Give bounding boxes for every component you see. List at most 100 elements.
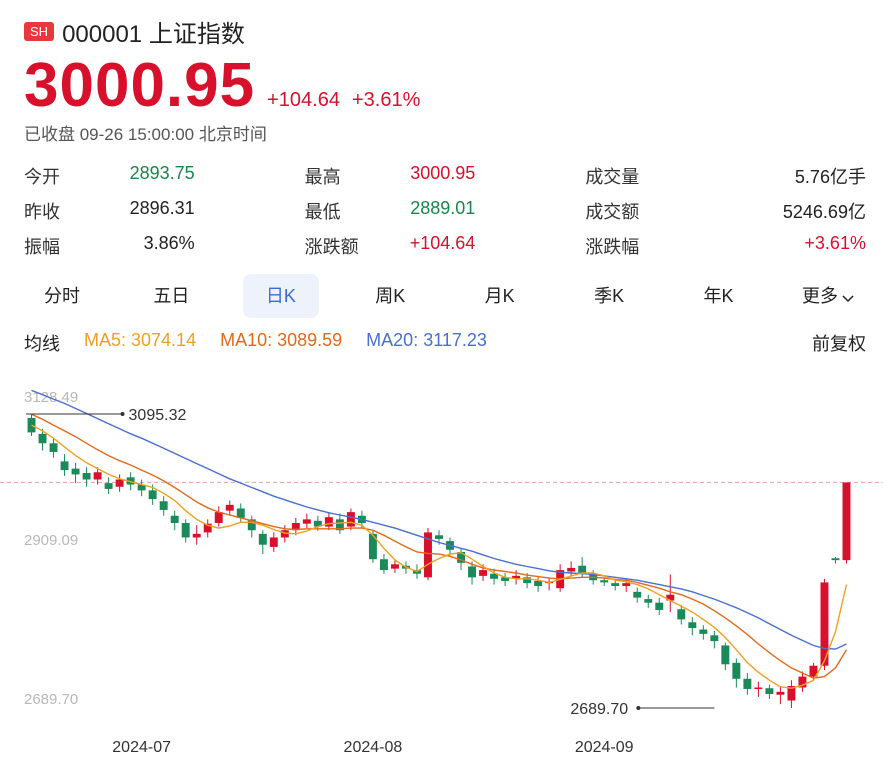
candle-body	[104, 483, 113, 489]
stat-cell: 成交额 5246.69亿	[585, 198, 866, 224]
stat-label: 成交额	[585, 201, 640, 222]
candle-body	[633, 591, 642, 598]
stats-row: 今开 2893.75 最高 3000.95 成交量 5.76亿手	[24, 158, 866, 193]
stat-value: 2889.01	[410, 197, 476, 218]
quote-row: 3000.95 +104.64 +3.61%	[24, 50, 420, 121]
ma5-line	[31, 424, 848, 689]
candle-body	[765, 688, 774, 695]
candle-body	[809, 665, 818, 677]
candle-body	[655, 602, 664, 610]
index-title: 000001 上证指数	[62, 21, 245, 48]
candle-body	[787, 686, 796, 701]
candle-body	[335, 519, 344, 531]
candle-body	[490, 573, 499, 579]
stat-value: 3.86%	[143, 232, 195, 253]
stat-label: 涨跌额	[304, 236, 359, 257]
tab-intraday[interactable]: 分时	[44, 286, 80, 306]
y-tick-label: 2909.09	[24, 532, 78, 549]
adjust-toggle[interactable]: 前复权	[812, 334, 866, 354]
candle-body	[644, 599, 653, 603]
candle-body	[468, 566, 477, 578]
tab-five-day[interactable]: 五日	[153, 286, 190, 306]
tab-monthly-k[interactable]: 月K	[484, 286, 515, 306]
x-tick-label: 2024-08	[344, 739, 403, 756]
candle-body	[379, 559, 388, 571]
candle-body	[501, 577, 510, 581]
candle-body	[677, 609, 686, 620]
candle-body	[732, 662, 741, 679]
stat-value: 2896.31	[129, 197, 195, 218]
candle-body	[820, 582, 829, 666]
stat-value: 3000.95	[410, 162, 476, 183]
candle-body	[567, 567, 576, 572]
candle-body	[192, 533, 201, 538]
candle-body	[115, 479, 124, 487]
stat-label: 振幅	[24, 236, 60, 257]
candle-body	[49, 443, 58, 452]
stat-label: 昨收	[24, 201, 60, 222]
ma20-line	[31, 389, 847, 650]
candle-body	[302, 519, 311, 524]
stat-cell: 涨跌额 +104.64	[305, 233, 586, 259]
market-status: 已收盘 09-26 15:00:00 北京时间	[24, 125, 267, 144]
candle-body	[390, 564, 399, 569]
tab-more[interactable]: 更多	[790, 274, 866, 318]
candle-body	[611, 583, 620, 587]
candle-body	[776, 691, 785, 695]
candle-body	[721, 645, 730, 665]
ma10-line	[31, 413, 848, 679]
x-tick-label: 2024-07	[112, 739, 171, 756]
candle-body	[743, 678, 752, 689]
candle-body	[148, 490, 157, 500]
chevron-down-icon	[842, 275, 854, 319]
candle-body	[247, 519, 256, 531]
price-change-pct: +3.61%	[351, 89, 421, 111]
candle-body	[159, 501, 168, 510]
candle-body	[236, 508, 245, 518]
candle-body	[798, 676, 807, 688]
tab-more-label: 更多	[801, 286, 838, 306]
tab-quarterly-k[interactable]: 季K	[594, 286, 625, 306]
candle-body	[71, 468, 80, 475]
stats-row: 振幅 3.86% 涨跌额 +104.64 涨跌幅 +3.61%	[24, 228, 866, 263]
ma-legend: 均线 MA5: 3074.14 MA10: 3089.59 MA20: 3117…	[24, 330, 866, 356]
annotation-dot	[636, 706, 641, 710]
ma20-legend: MA20: 3117.23	[366, 330, 487, 350]
candle-body	[710, 635, 719, 642]
tab-weekly-k[interactable]: 周K	[375, 286, 406, 306]
candle-body	[60, 461, 69, 471]
candle-body	[457, 551, 465, 563]
x-tick-label: 2024-09	[575, 739, 634, 756]
candle-body	[622, 583, 631, 587]
stat-label: 今开	[24, 166, 60, 187]
stat-cell: 成交量 5.76亿手	[585, 163, 866, 189]
candle-body	[214, 512, 223, 523]
candle-body	[512, 575, 521, 579]
annotation-label-low: 2689.70	[570, 701, 628, 718]
tab-daily-k[interactable]: 日K	[242, 274, 319, 318]
kline-chart[interactable]: 3128.492909.092689.703095.322689.702024-…	[0, 370, 883, 774]
price-change: +104.64	[267, 89, 340, 111]
stat-value: 5.76亿手	[794, 166, 866, 187]
stat-label: 成交量	[585, 166, 640, 187]
period-tabs: 分时 五日 日K 周K 月K 季K 年K 更多	[24, 274, 866, 318]
stats-row: 昨收 2896.31 最低 2889.01 成交额 5246.69亿	[24, 193, 866, 228]
stats-grid: 今开 2893.75 最高 3000.95 成交量 5.76亿手 昨收 2896.31 …	[24, 158, 866, 263]
candle-body	[424, 532, 432, 578]
candle-body	[225, 504, 234, 511]
candle-body	[831, 558, 840, 561]
stat-value: +3.61%	[804, 232, 866, 253]
tab-yearly-k[interactable]: 年K	[703, 286, 734, 306]
candle-body	[534, 580, 543, 587]
ma-label: 均线	[24, 334, 60, 354]
market-badge: SH	[24, 22, 55, 41]
last-price: 3000.95	[24, 51, 256, 120]
candle-body	[280, 530, 289, 538]
candle-body	[269, 537, 278, 547]
candle-body	[578, 565, 587, 573]
candle-body	[126, 477, 135, 485]
stat-label: 最高	[304, 166, 341, 187]
candle-body	[258, 533, 267, 545]
candle-body	[479, 570, 488, 576]
candle-body	[93, 472, 102, 480]
